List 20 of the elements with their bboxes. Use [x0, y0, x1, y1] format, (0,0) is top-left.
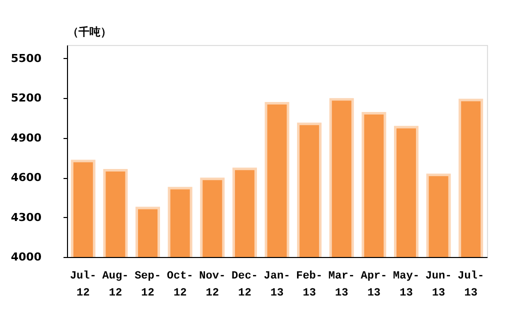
- x-tick-label: Jan-13: [264, 270, 290, 300]
- y-tick-label: 4600: [10, 171, 42, 184]
- x-tick-label: Aug-12: [102, 270, 129, 300]
- x-tick-label: Nov-12: [199, 270, 226, 300]
- x-tick-label: Sep-12: [134, 270, 161, 300]
- y-axis-title: （千吨）: [68, 26, 112, 38]
- x-tick-label: Jun-13: [425, 270, 452, 300]
- x-tick-label: Apr-13: [360, 270, 388, 300]
- x-tick-label: Jul-12: [70, 270, 96, 300]
- x-tick-label: Dec-12: [231, 270, 258, 300]
- y-tick-label: 4300: [10, 210, 42, 224]
- x-tick-label: Mar-13: [328, 270, 355, 300]
- y-tick-label: 4900: [10, 131, 42, 144]
- x-tick-label: May-13: [393, 270, 420, 300]
- x-tick-label: Jul-13: [458, 270, 484, 300]
- y-tick-label: 5500: [10, 52, 42, 65]
- y-tick-label: 4000: [10, 250, 42, 264]
- x-tick-label: Oct-12: [166, 270, 194, 300]
- x-tick-label: Feb-13: [296, 270, 323, 300]
- y-tick-label: 5200: [10, 92, 42, 104]
